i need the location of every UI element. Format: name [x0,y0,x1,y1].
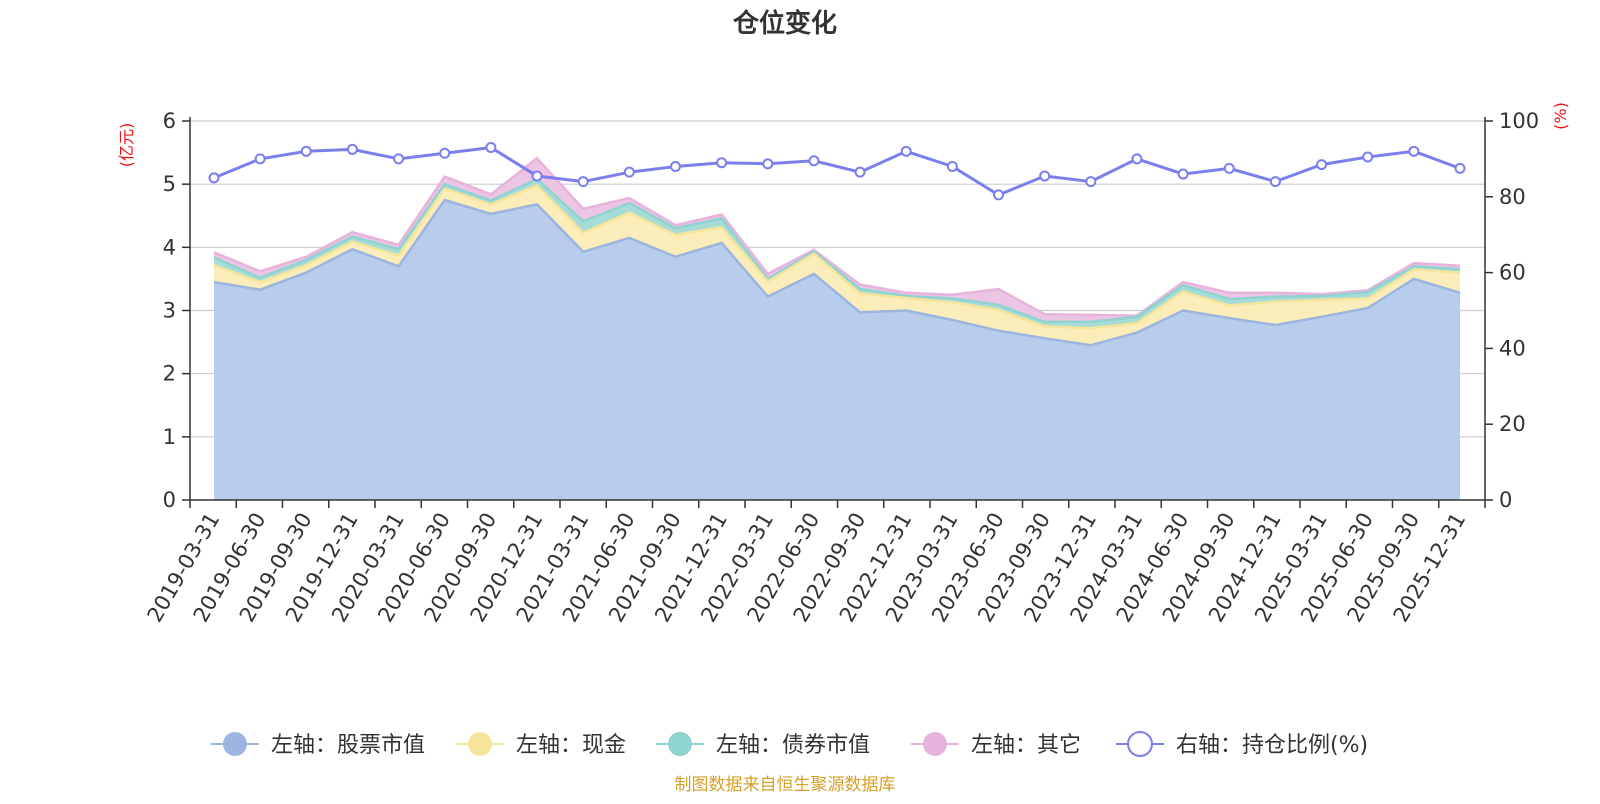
right-axis-tick-label: 100 [1499,109,1539,133]
legend-label: 左轴：股票市值 [271,733,425,758]
left-axis-tick-label: 6 [163,109,176,133]
legend-marker [923,732,947,756]
legend-item[interactable]: 左轴：债券市值 [656,732,870,758]
ratio-point [1085,176,1097,188]
ratio-point [208,172,220,184]
legend-item[interactable]: 左轴：其它 [911,732,1081,758]
legend-item[interactable]: 右轴：持仓比例(%) [1116,731,1368,758]
ratio-point [254,153,266,165]
legend-marker [1127,731,1153,757]
legend-label: 左轴：现金 [516,733,626,758]
left-axis-tick-label: 3 [163,299,176,323]
ratio-point [1039,170,1051,182]
ratio-point [1269,176,1281,188]
legend-label: 右轴：持仓比例(%) [1176,733,1368,758]
right-axis-tick-label: 60 [1499,261,1526,285]
ratio-point [1408,145,1420,157]
ratio-point [993,189,1005,201]
ratio-point [669,160,681,172]
left-axis-tick-label: 4 [163,235,176,259]
ratio-point [1177,168,1189,180]
chart-title: 仓位变化 [732,8,837,39]
legend-item[interactable]: 左轴：现金 [456,732,626,758]
legend-marker [468,732,492,756]
area-edge-0 [213,198,1461,347]
ratio-point [762,158,774,170]
ratio-line [213,145,1461,197]
left-axis-tick-label: 1 [163,425,176,449]
ratio-point [808,155,820,167]
source-note: 制图数据来自恒生聚源数据库 [675,775,896,795]
left-axis-tick-label: 2 [163,362,176,386]
ratio-point [300,145,312,157]
ratio-point [1223,162,1235,174]
legend-label: 左轴：债券市值 [716,733,870,758]
area-0 [214,200,1460,500]
ratio-point [946,160,958,172]
stacked-areas [213,156,1461,500]
ratio-point [1131,153,1143,165]
legend-marker [668,732,692,756]
ratio-point [393,153,405,165]
ratio-point [716,157,728,169]
ratio-point [1454,162,1466,174]
ratio-line-series [208,142,1466,201]
ratio-point [577,176,589,188]
left-axis-unit: (亿元) [117,123,136,168]
legend-item[interactable]: 左轴：股票市值 [211,732,425,758]
ratio-point [485,142,497,154]
ratio-point [1316,159,1328,171]
legend-marker [223,732,247,756]
left-axis-tick-label: 5 [163,172,176,196]
right-axis-unit: (%) [1551,102,1570,130]
ratio-point [346,143,358,155]
right-axis-tick-label: 0 [1499,488,1512,512]
left-axis-tick-label: 0 [163,488,176,512]
right-axis-tick-label: 40 [1499,336,1526,360]
area-edge-1 [213,183,1461,330]
ratio-point [900,145,912,157]
ratio-point [854,166,866,178]
legend[interactable]: 左轴：股票市值 左轴：现金 左轴：债券市值 左轴：其它 右轴：持仓比例(%) [211,731,1368,758]
ratio-point [623,166,635,178]
area-edge-3 [213,156,1461,317]
legend-label: 左轴：其它 [971,733,1081,758]
ratio-point [531,170,543,182]
ratio-point [439,147,451,159]
area-edge-2 [213,177,1461,324]
ratio-point [1362,151,1374,163]
right-axis-tick-label: 20 [1499,412,1526,436]
right-axis-tick-label: 80 [1499,185,1526,209]
